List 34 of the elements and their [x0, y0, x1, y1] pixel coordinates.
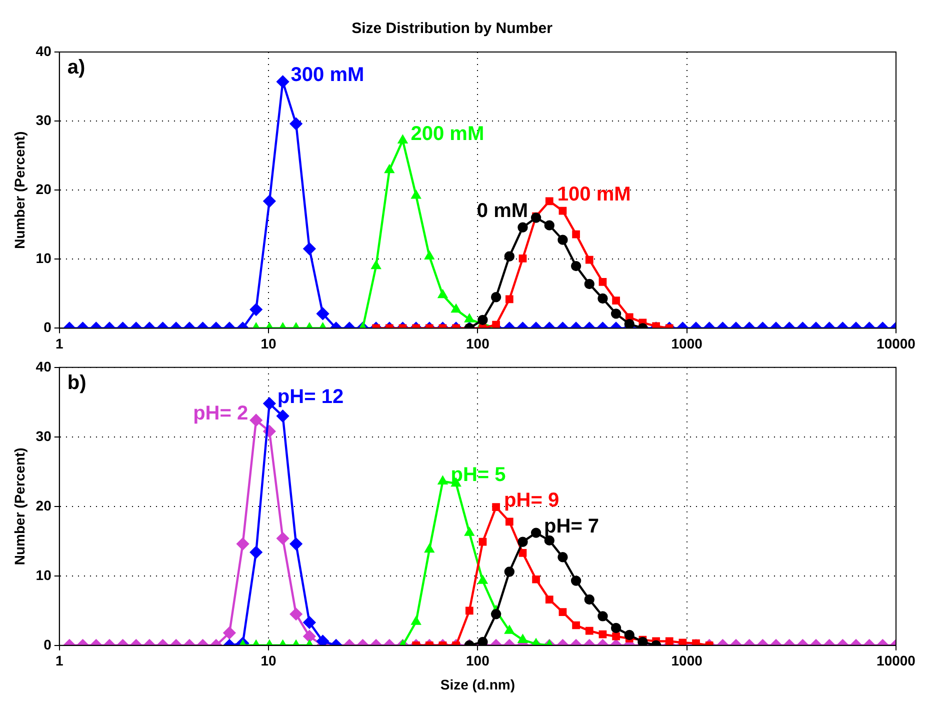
y-tick-label: 40 [36, 358, 52, 374]
series-label: 0 mM [476, 200, 528, 222]
annotation: a) [67, 56, 86, 79]
x-tick-label: 1000 [671, 335, 703, 352]
y-tick-label: 0 [44, 319, 52, 336]
series-label: pH= 12 [277, 386, 344, 408]
annotation: b) [67, 372, 86, 394]
y-axis-title: Number (Percent) [11, 131, 28, 249]
series-label: pH= 9 [504, 490, 560, 512]
y-tick-label: 10 [36, 566, 52, 583]
x-tick-label: 10 [260, 335, 277, 352]
x-tick-label: 1 [55, 652, 64, 669]
series-label: 200 mM [410, 122, 484, 145]
series-label: pH= 2 [193, 402, 248, 425]
x-tick-label: 10 [260, 652, 277, 669]
y-tick-label: 30 [36, 112, 52, 128]
series-label: 300 mM [290, 64, 364, 86]
series-label: 100 mM [557, 184, 631, 206]
x-tick-label: 1000 [671, 652, 703, 669]
y-tick-label: 20 [36, 180, 52, 197]
y-tick-label: 10 [36, 250, 52, 266]
y-axis-title: Number (Percent) [11, 448, 28, 566]
y-tick-label: 20 [36, 497, 52, 514]
y-tick-label: 40 [36, 42, 52, 59]
series-label: pH= 7 [544, 515, 600, 538]
x-tick-label: 10000 [876, 652, 916, 669]
x-axis-title: Size (d.nm) [440, 676, 516, 692]
y-tick-label: 0 [44, 636, 52, 652]
x-tick-label: 1 [55, 335, 64, 352]
x-tick-label: 100 [466, 335, 490, 352]
y-tick-label: 30 [36, 428, 52, 444]
x-tick-label: 10000 [876, 335, 916, 352]
x-tick-label: 100 [466, 652, 490, 669]
chart-title: Size Distribution by Number [352, 20, 553, 38]
